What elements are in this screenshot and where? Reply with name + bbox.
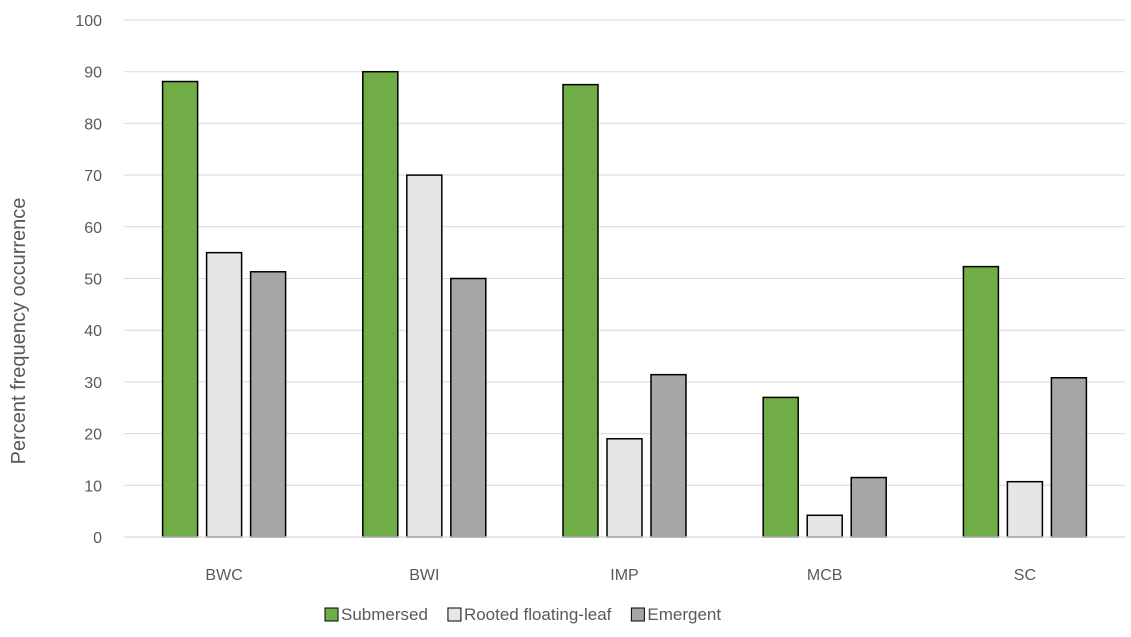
bar-emergent-bwi — [450, 277, 487, 538]
bar-submersed-mcb — [762, 396, 799, 538]
bars — [124, 70, 1125, 538]
y-tick-label: 100 — [75, 13, 102, 30]
bar-emergent-bwc — [249, 271, 287, 538]
bar-submersed-imp — [562, 83, 599, 538]
legend: Submersed Rooted floating-leaf Emergent — [324, 605, 721, 624]
legend-swatch — [630, 607, 645, 622]
bar-rooted-floating-leaf-bwc — [205, 251, 243, 538]
y-tick-label: 80 — [84, 116, 102, 133]
y-tick-label: 0 — [93, 530, 102, 547]
x-tick-label: BWI — [409, 567, 439, 584]
bar-rooted-floating-leaf-imp — [606, 438, 643, 538]
x-tick-label: BWC — [205, 567, 242, 584]
bar-emergent-sc — [1050, 377, 1088, 538]
y-tick-label: 40 — [84, 323, 102, 340]
y-tick-label: 70 — [84, 168, 102, 185]
bar-emergent-imp — [650, 373, 687, 538]
legend-label: Emergent — [647, 605, 721, 624]
x-tick-label: MCB — [807, 567, 843, 584]
y-axis-title: Percent frequency occurrence — [8, 198, 30, 465]
bar-rooted-floating-leaf-sc — [1006, 480, 1044, 538]
legend-item: Rooted floating-leaf — [447, 605, 612, 624]
y-tick-label: 10 — [84, 478, 102, 495]
gridlines — [124, 19, 1125, 538]
legend-item: Submersed — [324, 605, 428, 624]
legend-swatch — [447, 607, 462, 622]
y-tick-label: 50 — [84, 272, 102, 289]
y-tick-label: 20 — [84, 427, 102, 444]
bar-rooted-floating-leaf-bwi — [406, 174, 443, 538]
x-tick-label: IMP — [610, 567, 638, 584]
legend-item: Emergent — [630, 605, 721, 624]
bar-submersed-bwc — [161, 80, 199, 538]
bar-rooted-floating-leaf-mcb — [806, 514, 843, 538]
bar-submersed-sc — [962, 265, 1000, 538]
x-tick-label: SC — [1014, 567, 1036, 584]
legend-label: Rooted floating-leaf — [464, 605, 612, 624]
legend-swatch — [324, 607, 339, 622]
y-tick-labels: 0 10 20 30 40 50 60 70 80 90 100 — [75, 13, 102, 547]
y-tick-label: 60 — [84, 220, 102, 237]
y-tick-label: 90 — [84, 65, 102, 82]
bar-submersed-bwi — [362, 70, 399, 538]
y-tick-label: 30 — [84, 375, 102, 392]
legend-label: Submersed — [341, 605, 428, 624]
bar-emergent-mcb — [850, 476, 887, 538]
x-tick-labels: BWC BWI IMP MCB SC — [205, 567, 1036, 584]
